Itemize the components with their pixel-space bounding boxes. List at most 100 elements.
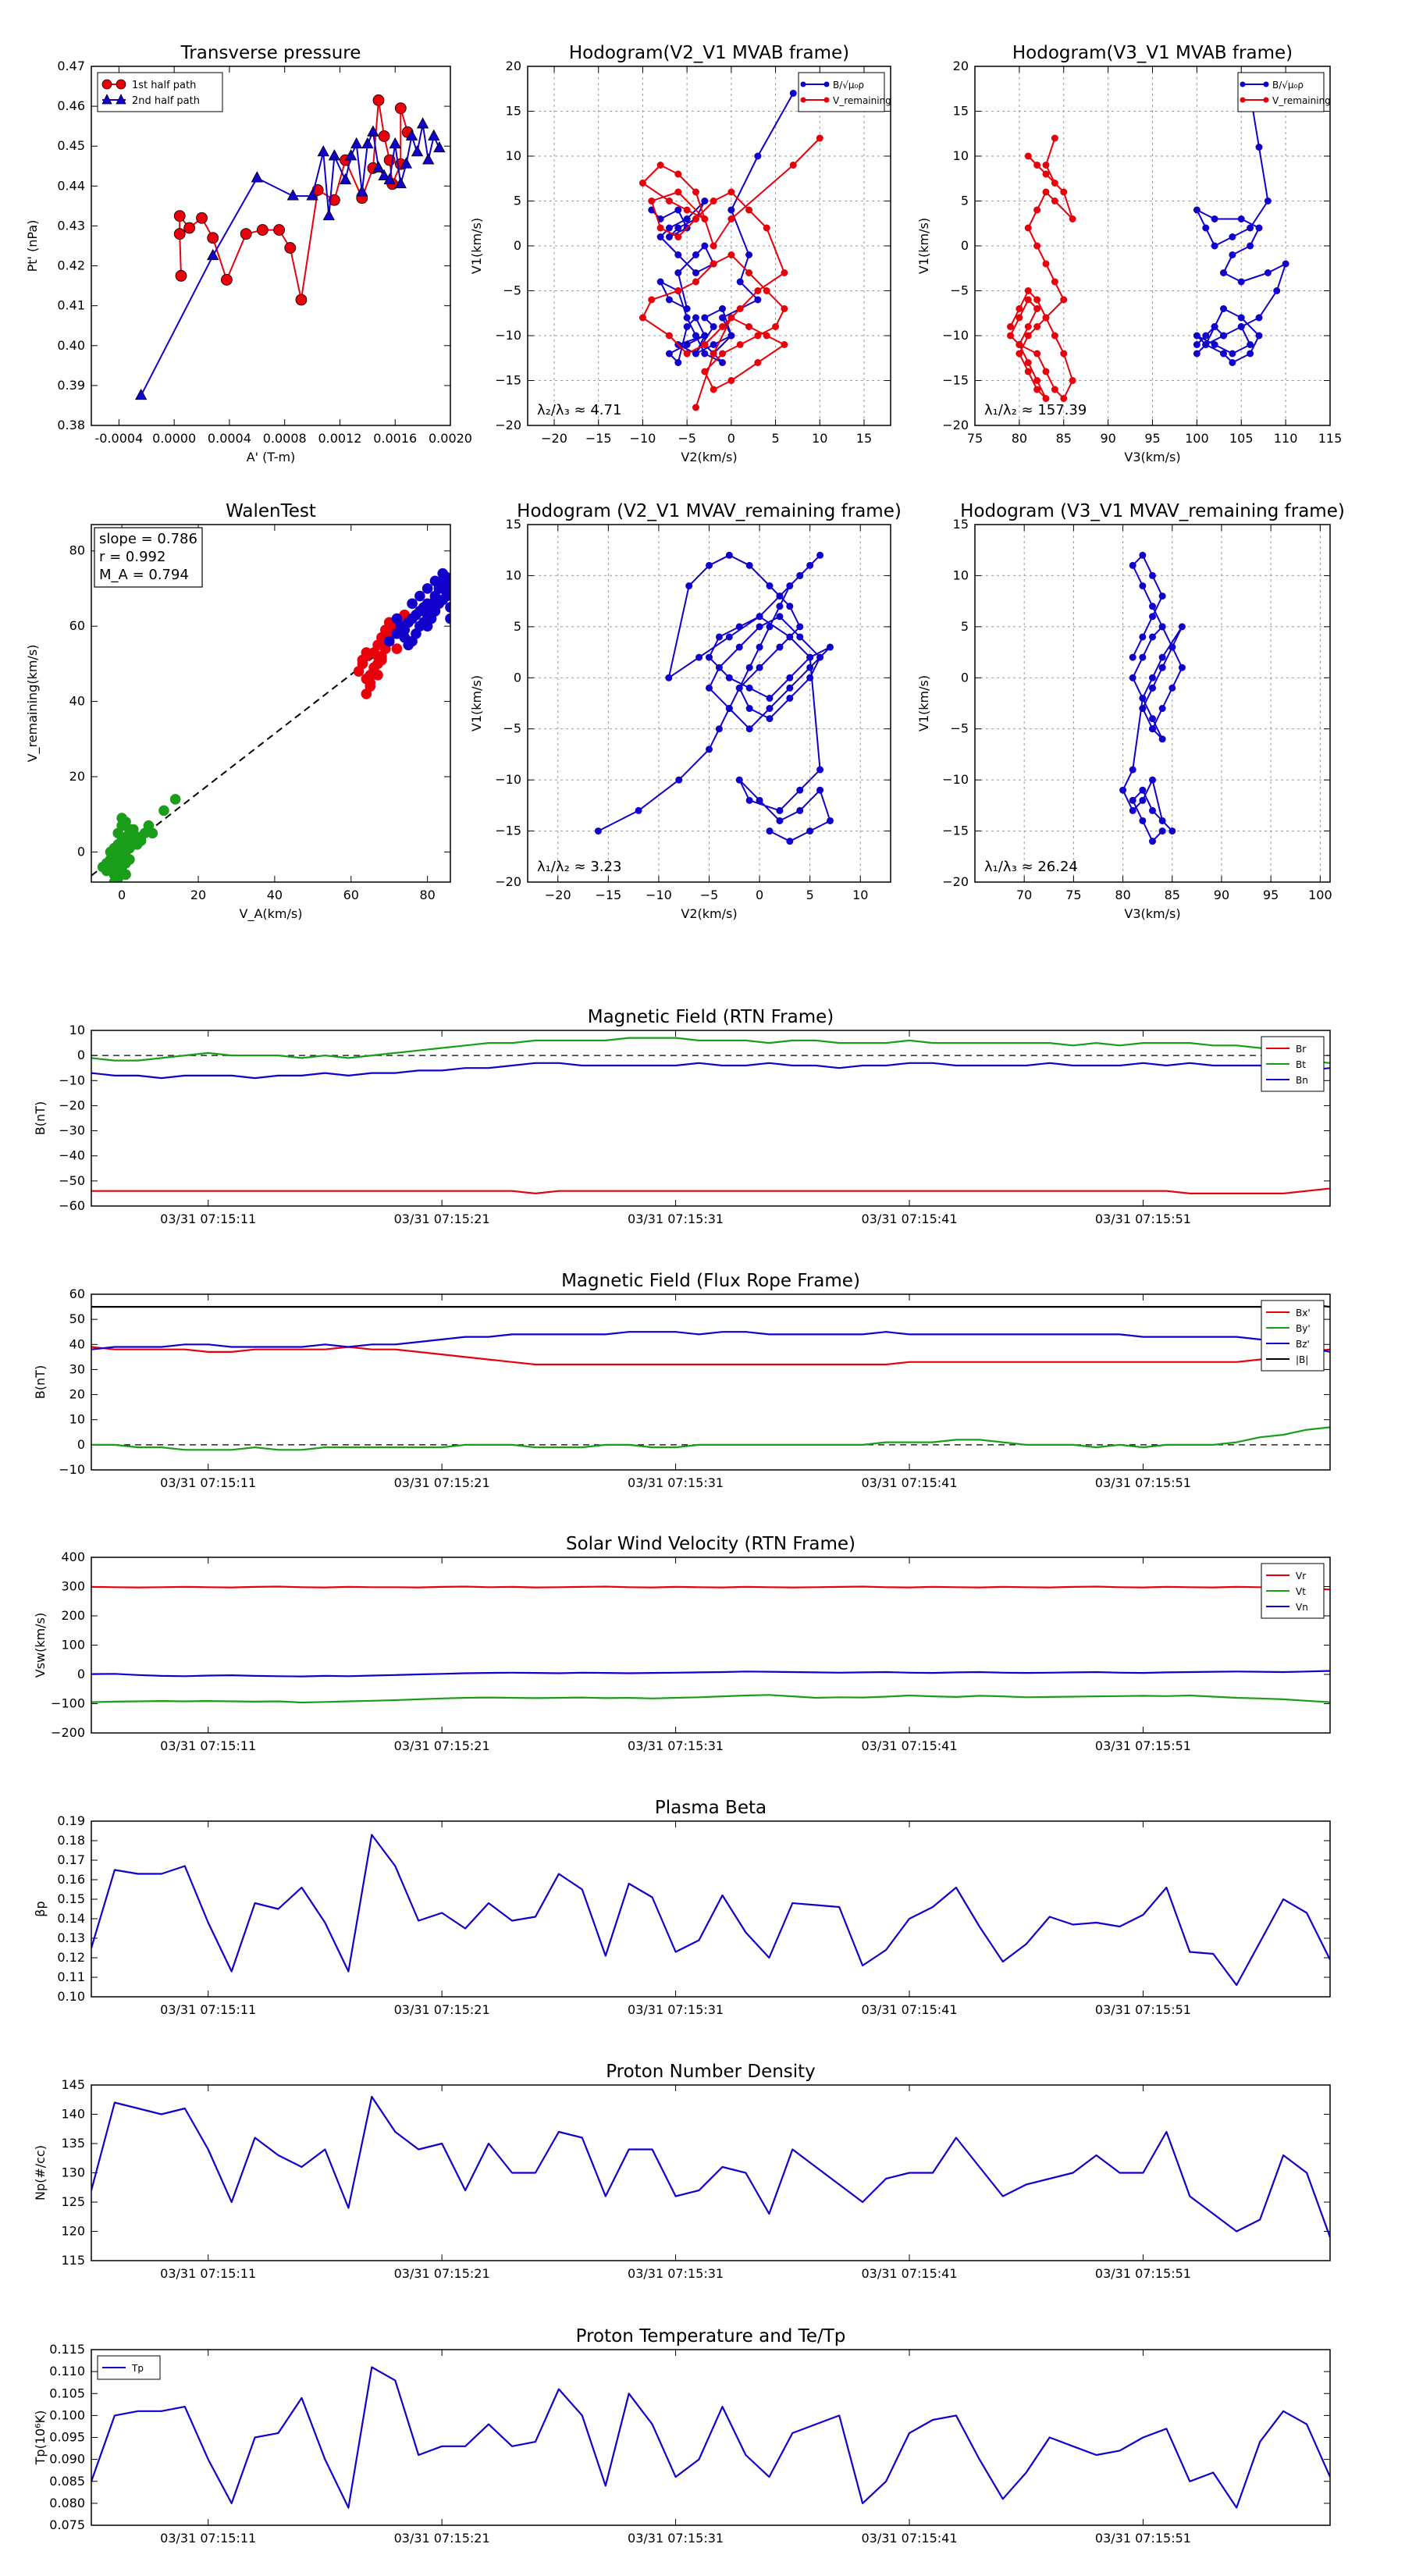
data-point	[1129, 653, 1136, 661]
y-tick-label: 5	[514, 194, 521, 208]
data-point	[158, 805, 169, 817]
data-point	[719, 305, 727, 312]
stats-box: slope = 0.786 r = 0.992 M_A = 0.794	[94, 527, 203, 588]
data-point	[692, 314, 699, 322]
y-tick-label: 50	[69, 1311, 85, 1326]
data-point	[701, 197, 709, 205]
legend-frame	[1261, 1300, 1325, 1372]
y-tick-label: 20	[953, 59, 969, 73]
data-point	[429, 575, 441, 587]
data-point	[1202, 341, 1210, 348]
data-point	[1060, 188, 1068, 196]
x-tick-label: 03/31 07:15:41	[861, 1738, 957, 1753]
data-point	[1158, 653, 1166, 661]
y-axis-label: V_remaining(km/s)	[25, 645, 41, 763]
legend-marker	[101, 94, 112, 105]
y-tick-label: 0	[514, 670, 521, 685]
data-point	[674, 224, 682, 232]
data-point	[756, 664, 763, 671]
data-point	[1033, 323, 1041, 330]
x-tick-label: 0.0020	[429, 431, 472, 446]
chart-title: Hodogram (V3_V1 MVAV_remaining frame)	[960, 501, 1345, 521]
data-point	[656, 233, 664, 240]
data-point	[1051, 134, 1058, 142]
data-point	[692, 278, 699, 286]
data-point	[816, 786, 824, 794]
data-point	[1042, 314, 1050, 322]
data-point	[725, 674, 733, 681]
data-point	[256, 224, 269, 236]
y-tick-label: −15	[495, 373, 521, 388]
y-tick-label: −200	[51, 1725, 85, 1740]
x-tick-label: 0.0016	[373, 431, 417, 446]
data-point	[766, 827, 774, 835]
y-tick-label: −15	[942, 373, 969, 388]
chart-pt: -0.0004 0.0000 0.0004 0.0008 0.0012 0.0016 0.0…	[25, 43, 472, 464]
data-point	[674, 233, 682, 240]
data-point	[112, 827, 124, 839]
data-point	[1178, 664, 1186, 671]
x-axis-label: V2(km/s)	[681, 450, 737, 464]
data-point	[1211, 341, 1218, 348]
data-point	[745, 206, 753, 214]
data-point	[776, 603, 784, 610]
data-point	[1139, 796, 1147, 804]
x-tick-label: 100	[1185, 431, 1209, 446]
legend-label: |B|	[1296, 1354, 1308, 1365]
x-tick-label: 5	[806, 888, 814, 902]
data-point	[710, 386, 717, 393]
data-layer	[91, 2366, 1330, 2509]
y-tick-label: −10	[495, 328, 521, 343]
data-point	[683, 305, 691, 312]
data-point	[692, 215, 699, 222]
data-point	[391, 613, 403, 624]
x-tick-label: −15	[595, 888, 621, 902]
data-point	[1229, 350, 1236, 358]
data-layer	[91, 1834, 1330, 1987]
data-point	[1282, 260, 1289, 268]
data-point	[706, 653, 713, 661]
x-tick-label: −20	[545, 888, 571, 902]
y-tick-label: 40	[69, 694, 85, 709]
data-point	[695, 653, 703, 661]
data-layer	[91, 1303, 1330, 1451]
x-tick-label: 03/31 07:15:21	[394, 2531, 490, 2546]
data-point	[273, 224, 286, 236]
data-point	[433, 141, 446, 153]
y-tick-label: 0.38	[57, 418, 85, 432]
y-tick-label: 0.43	[57, 218, 85, 233]
y-tick-label: 140	[61, 2107, 85, 2122]
data-point	[1033, 386, 1041, 393]
legend-item: Vt	[1266, 1586, 1306, 1597]
data-point	[1237, 278, 1245, 286]
legend-marker	[101, 79, 112, 90]
data-point	[776, 613, 784, 621]
legend-label: B/√μ₀ρ	[833, 80, 864, 91]
data-point	[1042, 260, 1050, 268]
axes-frame	[91, 524, 451, 883]
data-point	[1139, 817, 1147, 824]
x-tick-label: 95	[1144, 431, 1160, 446]
chart-title: Hodogram (V2_V1 MVAV_remaining frame)	[517, 501, 902, 521]
data-point	[710, 350, 717, 358]
axes-frame	[527, 66, 891, 426]
x-tick-label: 40	[267, 888, 283, 902]
data-point	[756, 643, 763, 651]
data-point	[437, 568, 449, 579]
data-point	[1024, 287, 1032, 294]
data-point	[683, 206, 691, 214]
data-point	[339, 173, 352, 185]
stats-line: M_A = 0.794	[99, 567, 189, 583]
legend-item: |B|	[1266, 1354, 1308, 1365]
legend-item: Vr	[1266, 1571, 1306, 1582]
data-point	[1033, 296, 1041, 304]
data-point	[816, 551, 824, 559]
x-tick-label: -0.0004	[95, 431, 144, 446]
x-tick-label: 03/31 07:15:21	[394, 2002, 490, 2017]
series-line	[91, 2095, 1330, 2238]
y-tick-label: −20	[942, 874, 969, 889]
data-point	[776, 592, 784, 600]
data-point	[322, 208, 335, 221]
data-point	[789, 162, 797, 169]
data-point	[1033, 350, 1041, 358]
